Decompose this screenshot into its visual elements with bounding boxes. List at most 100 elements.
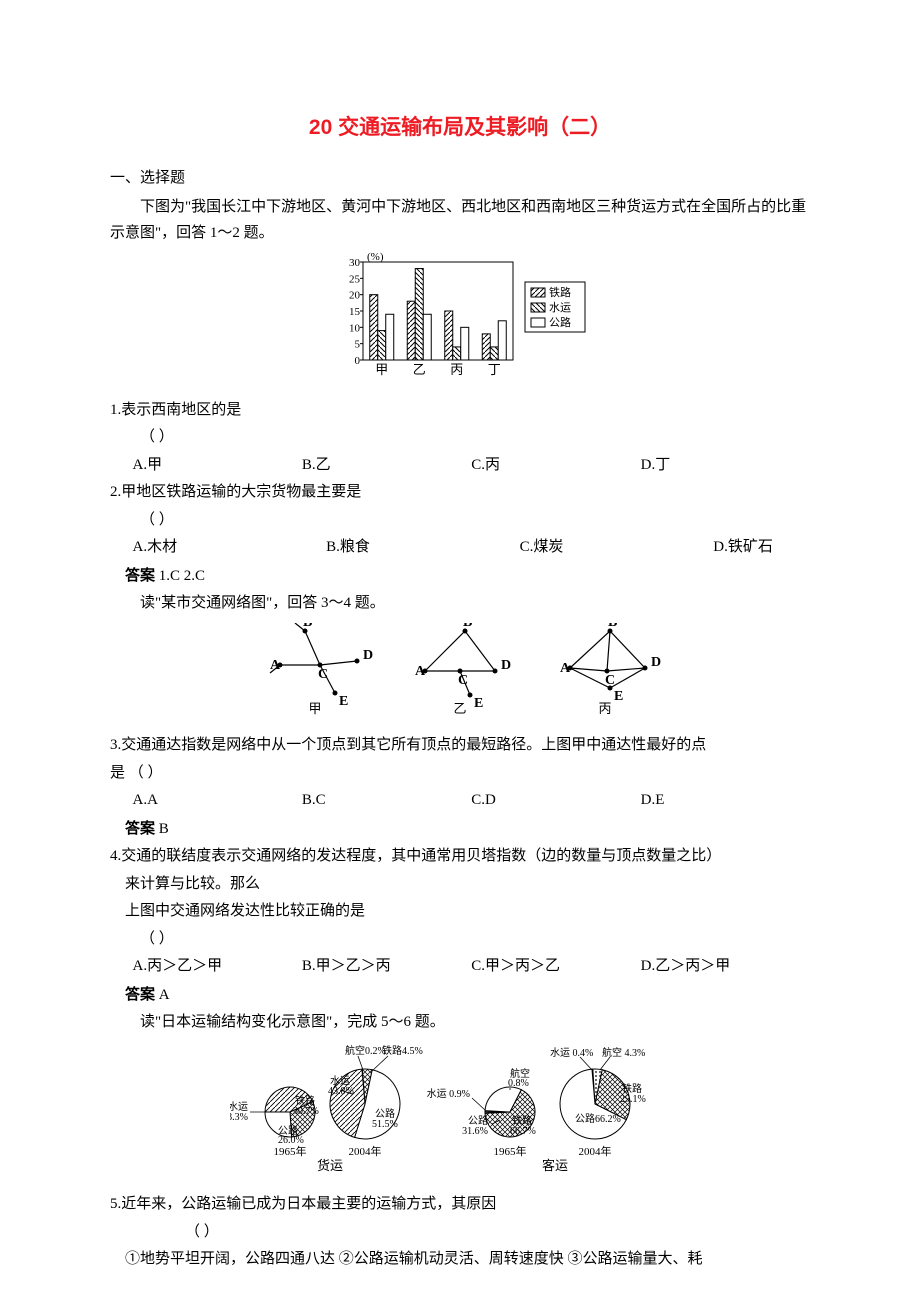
q4-paren: （ ）	[110, 927, 810, 953]
q2-opt-d: D.铁矿石	[713, 535, 810, 561]
svg-text:26.0%: 26.0%	[278, 1135, 304, 1146]
svg-text:丙: 丙	[450, 362, 463, 377]
q5-paren: （ ）	[110, 1220, 810, 1246]
svg-text:乙: 乙	[453, 701, 466, 716]
svg-text:C: C	[458, 673, 468, 688]
q1-paren: （ ）	[110, 425, 810, 451]
svg-text:甲: 甲	[308, 701, 321, 716]
q4-opt-d: D.乙＞丙＞甲	[641, 954, 810, 980]
q2-stem: 2.甲地区铁路运输的大宗货物最主要是	[110, 480, 810, 506]
q5-stem: 5.近年来，公路运输已成为日本最主要的运输方式，其原因	[110, 1192, 810, 1218]
svg-text:2004年: 2004年	[349, 1144, 382, 1158]
svg-text:乙: 乙	[413, 362, 426, 377]
svg-text:15: 15	[349, 306, 361, 318]
q5-cont: ①地势平坦开阔，公路四通八达 ②公路运输机动灵活、周转速度快 ③公路运输量大、耗	[125, 1247, 810, 1273]
q4-options: A.丙＞乙＞甲 B.甲＞乙＞丙 C.甲＞丙＞乙 D.乙＞丙＞甲	[133, 954, 811, 980]
answer-text: 1.C 2.C	[155, 568, 205, 584]
svg-text:25: 25	[349, 274, 361, 286]
svg-text:51.5%: 51.5%	[372, 1119, 398, 1130]
svg-text:1965年: 1965年	[494, 1144, 527, 1158]
answer-label: 答案	[125, 986, 155, 1003]
svg-text:航空0.2%: 航空0.2%	[345, 1044, 386, 1057]
svg-text:1965年: 1965年	[274, 1144, 307, 1158]
answer-label: 答案	[125, 820, 155, 837]
q1-opt-b: B.乙	[302, 453, 471, 479]
svg-text:水运 0.4%: 水运 0.4%	[550, 1047, 593, 1059]
q3-stem-b: 是 （ ）	[110, 761, 810, 787]
svg-text:B: B	[463, 623, 472, 630]
svg-text:公路66.2%: 公路66.2%	[575, 1112, 621, 1125]
svg-text:航空 4.3%: 航空 4.3%	[602, 1046, 645, 1059]
svg-text:E: E	[474, 696, 483, 711]
svg-text:43.3%: 43.3%	[230, 1112, 248, 1123]
answer-label: 答案	[125, 567, 155, 584]
network-diagrams: ABCDE甲ABCDE乙ABCDE丙	[110, 623, 810, 728]
pie-charts-japan: 水运43.3%铁路30.7%公路26.0%航空0.2%铁路4.5%公路51.5%…	[110, 1042, 810, 1187]
q3-options: A.A B.C C.D D.E	[133, 788, 811, 814]
svg-text:5: 5	[355, 339, 361, 351]
q1-opt-a: A.甲	[133, 453, 302, 479]
answer-4: 答案 A	[125, 982, 810, 1009]
answer-3: 答案 B	[125, 816, 810, 843]
svg-text:0: 0	[355, 355, 361, 367]
q3-opt-d: D.E	[641, 788, 810, 814]
svg-text:C: C	[318, 667, 328, 682]
q4-stem-b: 来计算与比较。那么	[125, 872, 810, 898]
svg-text:2004年: 2004年	[579, 1144, 612, 1158]
svg-text:丙: 丙	[598, 701, 611, 716]
page-title: 20 交通运输布局及其影响（二）	[110, 110, 810, 146]
svg-text:30.7%: 30.7%	[293, 1106, 319, 1117]
answer-text: A	[155, 987, 170, 1003]
svg-text:31.6%: 31.6%	[462, 1126, 488, 1137]
q2-options: A.木材 B.粮食 C.煤炭 D.铁矿石	[133, 535, 811, 561]
intro-q3-4: 读"某市交通网络图"，回答 3～4 题。	[110, 591, 810, 617]
q3-opt-b: B.C	[302, 788, 471, 814]
svg-text:30: 30	[349, 257, 361, 269]
svg-text:货运: 货运	[317, 1158, 343, 1173]
svg-text:(%): (%)	[367, 252, 384, 263]
svg-text:0.8%: 0.8%	[508, 1078, 529, 1089]
svg-text:10: 10	[349, 323, 361, 335]
svg-text:43.8%: 43.8%	[328, 1086, 354, 1097]
answer-text: B	[155, 821, 169, 837]
svg-text:66.7%: 66.7%	[510, 1126, 536, 1137]
q4-stem-c: 上图中交通网络发达性比较正确的是	[125, 899, 810, 925]
section-heading: 一、选择题	[110, 166, 810, 192]
svg-text:甲: 甲	[375, 362, 388, 377]
svg-text:E: E	[339, 694, 348, 709]
svg-text:D: D	[501, 658, 511, 673]
svg-text:B: B	[303, 623, 312, 630]
intro-q1-2: 下图为"我国长江中下游地区、黄河中下游地区、西北地区和西南地区三种货运方式在全国…	[110, 195, 810, 246]
svg-text:A: A	[560, 661, 571, 676]
svg-text:29.1%: 29.1%	[620, 1094, 646, 1105]
q2-opt-b: B.粮食	[326, 535, 520, 561]
svg-text:水运: 水运	[549, 301, 571, 314]
q2-opt-c: C.煤炭	[520, 535, 714, 561]
svg-text:公路: 公路	[549, 316, 571, 329]
q3-opt-a: A.A	[133, 788, 302, 814]
q4-stem-a: 4.交通的联结度表示交通网络的发达程度，其中通常用贝塔指数（边的数量与顶点数量之…	[110, 844, 810, 870]
q4-opt-c: C.甲＞丙＞乙	[471, 954, 640, 980]
svg-text:D: D	[363, 648, 373, 663]
svg-text:A: A	[415, 664, 426, 679]
intro-q5-6: 读"日本运输结构变化示意图"，完成 5～6 题。	[110, 1010, 810, 1036]
q2-opt-a: A.木材	[133, 535, 327, 561]
svg-text:A: A	[270, 658, 281, 673]
q2-paren: （ ）	[110, 508, 810, 534]
q1-opt-d: D.丁	[641, 453, 810, 479]
svg-text:水运 0.9%: 水运 0.9%	[427, 1088, 470, 1100]
q1-options: A.甲 B.乙 C.丙 D.丁	[133, 453, 811, 479]
svg-text:铁路4.5%: 铁路4.5%	[382, 1044, 423, 1057]
svg-text:20: 20	[349, 290, 361, 302]
q4-opt-b: B.甲＞乙＞丙	[302, 954, 471, 980]
svg-text:丁: 丁	[488, 362, 501, 377]
svg-text:客运: 客运	[542, 1158, 568, 1173]
q4-opt-a: A.丙＞乙＞甲	[133, 954, 302, 980]
answer-1-2: 答案 1.C 2.C	[125, 563, 810, 590]
q1-stem: 1.表示西南地区的是	[110, 398, 810, 424]
q3-opt-c: C.D	[471, 788, 640, 814]
chart-freight-share: 铁路水运公路 (%)051015202530甲乙丙丁	[110, 252, 810, 392]
q3-stem-a: 3.交通通达指数是网络中从一个顶点到其它所有顶点的最短路径。上图甲中通达性最好的…	[110, 733, 810, 759]
svg-text:E: E	[614, 689, 623, 704]
q1-opt-c: C.丙	[471, 453, 640, 479]
